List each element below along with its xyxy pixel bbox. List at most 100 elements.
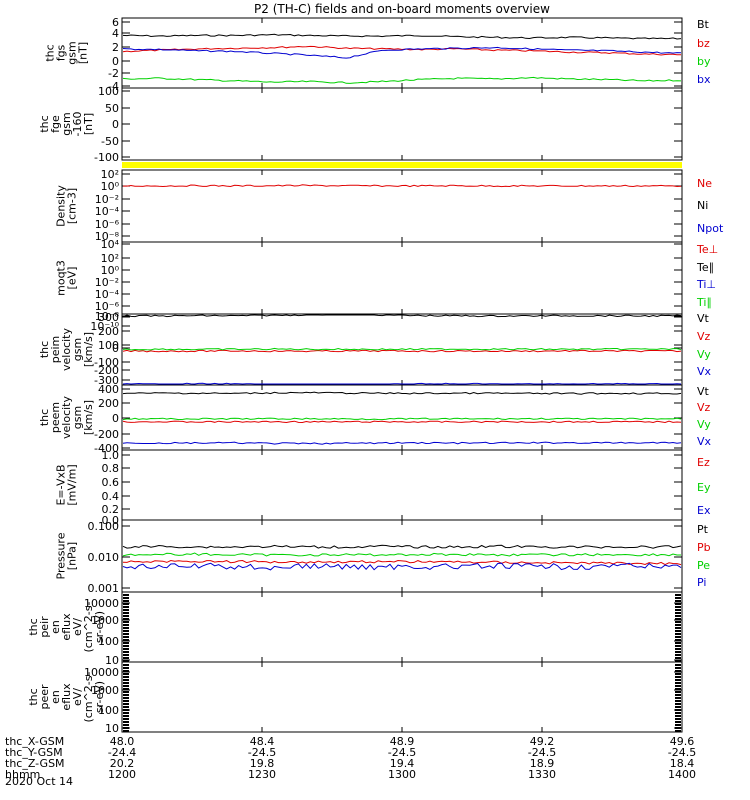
bottom-value: 1330	[528, 768, 556, 781]
edge-mark-right	[675, 682, 681, 684]
edge-mark-left	[123, 700, 129, 702]
y-tick-label: 50	[105, 102, 119, 115]
edge-mark-right	[675, 700, 681, 702]
figure-title: P2 (TH-C) fields and on-board moments ov…	[254, 2, 550, 16]
series-line-bz	[122, 45, 681, 56]
legend-entry: bz	[697, 37, 710, 50]
edge-mark-right	[675, 730, 681, 732]
y-axis-label: E=-VxB	[55, 464, 68, 505]
edge-mark-left	[123, 612, 129, 614]
series-line-pe	[122, 552, 681, 557]
edge-mark-left	[123, 660, 129, 662]
series-line-ne	[123, 184, 682, 188]
bottom-value: 19.4	[390, 757, 415, 770]
edge-mark-left	[123, 703, 129, 705]
y-axis-label: [mV/m]	[66, 464, 79, 505]
edge-mark-left	[123, 730, 129, 732]
bottom-row-label: thc_Y-GSM	[5, 746, 63, 759]
y-tick-label: 10⁻⁶	[95, 300, 120, 313]
y-tick-label: 0.0	[102, 514, 120, 527]
y-tick-label: 10⁻⁴	[95, 288, 120, 301]
legend-entry: Vx	[697, 435, 712, 448]
y-axis-label: eV/	[71, 618, 84, 636]
panel-frame	[121, 519, 683, 593]
bottom-value: 18.4	[670, 757, 695, 770]
edge-mark-right	[675, 630, 681, 632]
y-tick-label: -100	[94, 356, 119, 369]
panel-frame	[121, 591, 683, 663]
date-label: 2020 Oct 14	[5, 775, 73, 788]
y-tick-label: 10000	[84, 597, 119, 610]
edge-mark-right	[675, 715, 681, 717]
edge-mark-right	[675, 642, 681, 644]
edge-mark-left	[123, 657, 129, 659]
y-tick-label: 10⁻⁴	[95, 205, 120, 218]
edge-mark-right	[675, 712, 681, 714]
edge-mark-right	[675, 600, 681, 602]
y-axis-label: thc	[44, 44, 57, 61]
edge-mark-left	[123, 685, 129, 687]
edge-mark-left	[123, 676, 129, 678]
edge-mark-left	[123, 727, 129, 729]
panel-frame	[121, 384, 683, 451]
y-tick-label: 10⁴	[101, 238, 120, 251]
edge-mark-left	[123, 609, 129, 611]
y-tick-label: 1000	[91, 614, 119, 627]
y-axis-label: fge	[49, 115, 62, 133]
edge-mark-left	[123, 709, 129, 711]
edge-mark-left	[123, 679, 129, 681]
edge-mark-right	[675, 667, 681, 669]
legend-entry: Vz	[697, 401, 711, 414]
edge-mark-right	[675, 673, 681, 675]
series-line-pb	[122, 559, 682, 566]
edge-mark-left	[123, 627, 129, 629]
series-line-vt	[122, 314, 682, 318]
edge-mark-left	[123, 715, 129, 717]
edge-mark-right	[675, 694, 681, 696]
panel-frame	[121, 449, 683, 521]
edge-mark-right	[675, 697, 681, 699]
legend-entry: bx	[697, 73, 711, 86]
y-axis-label: velocity	[60, 396, 73, 439]
panel-frame	[121, 169, 683, 243]
y-axis-label: gsm	[71, 406, 84, 429]
y-tick-label: 1000	[91, 684, 119, 697]
y-tick-label: 10	[105, 654, 119, 667]
y-tick-label: -50	[101, 135, 119, 148]
y-axis-label: en	[49, 620, 62, 634]
y-tick-label: -200	[94, 428, 119, 441]
edge-mark-right	[675, 627, 681, 629]
y-axis-label: sr-eV)	[93, 611, 106, 643]
y-axis-label: thc	[38, 115, 51, 132]
edge-mark-left	[123, 600, 129, 602]
panel-9: 10000 1000 100 10 thcpeirenefluxeV/(cm^2-s-s…	[27, 591, 683, 667]
series-line-vx	[122, 382, 682, 385]
legend-entry: Te∥	[696, 261, 714, 274]
y-tick-label: -100	[94, 151, 119, 164]
y-axis-label: en	[49, 690, 62, 704]
y-axis-label: thc	[38, 409, 51, 426]
legend-entry: Ti∥	[696, 296, 712, 309]
y-axis-label: Density	[55, 185, 68, 227]
y-tick-label: 10000	[84, 666, 119, 679]
edge-mark-left	[123, 621, 129, 623]
y-tick-label: 10²	[101, 252, 119, 265]
y-tick-label: 10⁻²	[95, 193, 119, 206]
edge-mark-right	[675, 706, 681, 708]
bottom-value: 19.8	[250, 757, 275, 770]
edge-mark-right	[675, 597, 681, 599]
y-axis-label: eflux	[60, 683, 73, 711]
y-tick-label: 1.0	[102, 449, 120, 462]
edge-mark-left	[123, 667, 129, 669]
series-line-by	[122, 76, 682, 84]
panel-frame	[121, 17, 683, 89]
edge-mark-right	[675, 688, 681, 690]
y-tick-label: 10⁻⁸	[95, 310, 120, 323]
edge-mark-left	[123, 630, 129, 632]
edge-mark-left	[123, 639, 129, 641]
series-line-pi	[122, 562, 682, 571]
y-axis-label: [nT]	[82, 113, 95, 135]
legend-entry: Vy	[697, 348, 711, 361]
